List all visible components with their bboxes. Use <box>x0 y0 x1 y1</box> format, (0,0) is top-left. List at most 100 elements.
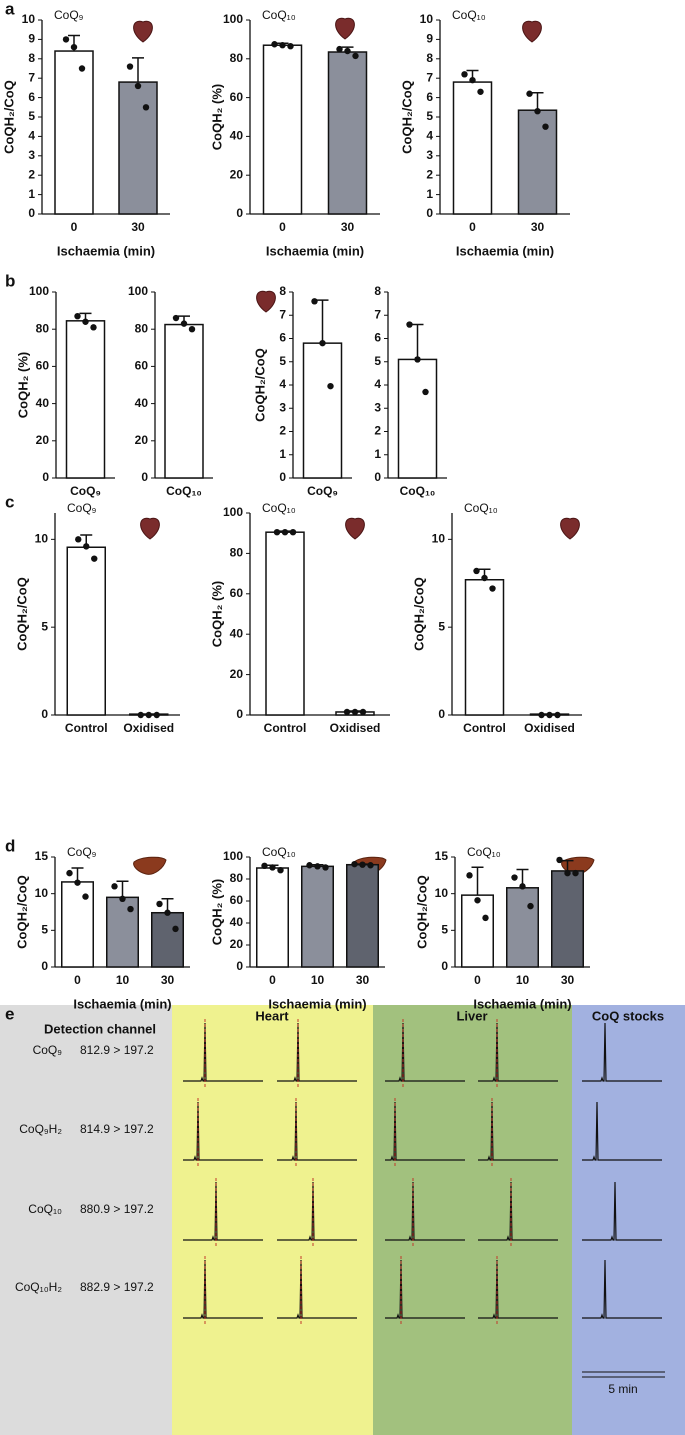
data-point <box>314 863 321 870</box>
data-point <box>359 861 366 868</box>
y-tick-label: 60 <box>36 359 50 373</box>
error-bar <box>471 866 484 896</box>
x-tick-label: 10 <box>116 973 130 987</box>
data-point <box>534 107 541 115</box>
data-point <box>156 900 163 908</box>
y-tick-label: 2 <box>374 424 381 438</box>
data-point <box>489 585 496 592</box>
data-point <box>527 902 534 910</box>
x-tick-label: CoQ₁₀ <box>400 484 436 498</box>
y-tick-label: 8 <box>279 284 286 298</box>
y-tick-label: 100 <box>128 284 148 298</box>
x-tick-label: 0 <box>269 973 276 987</box>
liver-icon <box>133 856 167 875</box>
y-axis-label: CoQH₂ (%) <box>209 84 224 150</box>
y-tick-label: 10 <box>435 886 449 900</box>
y-tick-label: 5 <box>426 109 433 123</box>
y-tick-label: 6 <box>28 90 35 104</box>
y-tick-label: 20 <box>230 937 244 951</box>
x-axis-label: Ischaemia (min) <box>73 996 171 1011</box>
x-tick-label: 30 <box>356 973 370 987</box>
annotation: CoQ₁₀ <box>464 501 498 515</box>
y-tick-label: 4 <box>279 377 286 391</box>
y-tick-label: 7 <box>374 307 381 321</box>
data-point <box>343 708 351 716</box>
bar <box>65 320 106 479</box>
data-point <box>306 862 313 869</box>
y-tick-label: 7 <box>28 70 35 84</box>
chromatogram-trace <box>277 1259 357 1319</box>
x-tick-label: 10 <box>516 973 530 987</box>
bar <box>61 881 94 968</box>
y-tick-label: 100 <box>223 12 243 26</box>
y-tick-label: 4 <box>28 129 35 143</box>
y-axis-label: CoQH₂ (%) <box>209 879 224 945</box>
y-tick-label: 10 <box>35 886 49 900</box>
bar <box>461 894 494 968</box>
channel-header: Detection channel <box>44 1021 156 1036</box>
x-tick-label: 10 <box>311 973 325 987</box>
y-axis-label: CoQH₂/CoQ <box>411 577 426 651</box>
heart-icon <box>335 17 355 40</box>
y-tick-label: 5 <box>441 923 448 937</box>
y-tick-label: 40 <box>230 129 244 143</box>
y-tick-label: 4 <box>426 129 433 143</box>
y-tick-label: 0 <box>441 959 448 973</box>
data-point <box>481 574 488 582</box>
channel-label: 882.9 > 197.2 <box>80 1280 154 1294</box>
y-tick-label: 15 <box>435 849 449 863</box>
bg-heart <box>172 1005 373 1435</box>
data-point <box>466 872 473 879</box>
column-header: Liver <box>456 1008 487 1023</box>
y-tick-label: 6 <box>374 331 381 345</box>
x-tick-label: Oxidised <box>330 721 381 735</box>
y-tick-label: 60 <box>230 586 244 600</box>
data-point <box>111 883 118 890</box>
data-point <box>311 298 318 305</box>
data-point <box>461 71 468 78</box>
y-axis-label: CoQH₂/CoQ <box>1 80 16 154</box>
bar <box>397 358 438 479</box>
data-point <box>538 711 545 719</box>
y-tick-label: 0 <box>438 707 445 721</box>
data-point <box>126 63 134 70</box>
annotation: CoQ₁₀ <box>467 845 501 859</box>
y-tick-label: 80 <box>135 321 149 335</box>
y-tick-label: 6 <box>279 331 286 345</box>
y-axis-label: CoQH₂/CoQ <box>252 348 267 422</box>
data-point <box>70 43 78 51</box>
data-point <box>172 314 180 322</box>
heart-icon <box>345 517 365 540</box>
chromatogram-trace <box>478 1101 558 1161</box>
data-point <box>519 883 526 890</box>
x-axis-label: Ischaemia (min) <box>57 243 155 258</box>
bar <box>506 887 539 968</box>
data-point <box>406 321 413 328</box>
y-tick-label: 7 <box>279 307 286 321</box>
x-tick-label: Oxidised <box>524 721 575 735</box>
analyte-label: CoQ₁₀H₂ <box>15 1280 62 1294</box>
y-tick-label: 100 <box>223 849 243 863</box>
data-point <box>188 326 196 333</box>
chromatogram-trace <box>478 1181 558 1241</box>
bar <box>301 865 334 968</box>
panel-label: d <box>5 836 15 855</box>
y-tick-label: 80 <box>36 321 50 335</box>
y-axis-label: CoQH₂ (%) <box>209 581 224 647</box>
analyte-label: CoQ₁₀ <box>28 1202 62 1216</box>
data-point <box>82 893 89 900</box>
y-tick-label: 40 <box>36 396 50 410</box>
y-axis-label: CoQH₂/CoQ <box>14 875 29 949</box>
data-point <box>75 536 82 543</box>
data-point <box>261 862 268 869</box>
y-tick-label: 60 <box>230 90 244 104</box>
x-tick-label: 30 <box>531 220 545 234</box>
y-tick-label: 20 <box>230 167 244 181</box>
y-tick-label: 0 <box>41 707 48 721</box>
y-tick-label: 0 <box>28 206 35 220</box>
chromatogram-trace <box>385 1022 465 1082</box>
error-bar <box>561 859 574 871</box>
y-tick-label: 5 <box>28 109 35 123</box>
chromatogram-trace <box>183 1022 263 1082</box>
y-tick-label: 1 <box>374 447 381 461</box>
